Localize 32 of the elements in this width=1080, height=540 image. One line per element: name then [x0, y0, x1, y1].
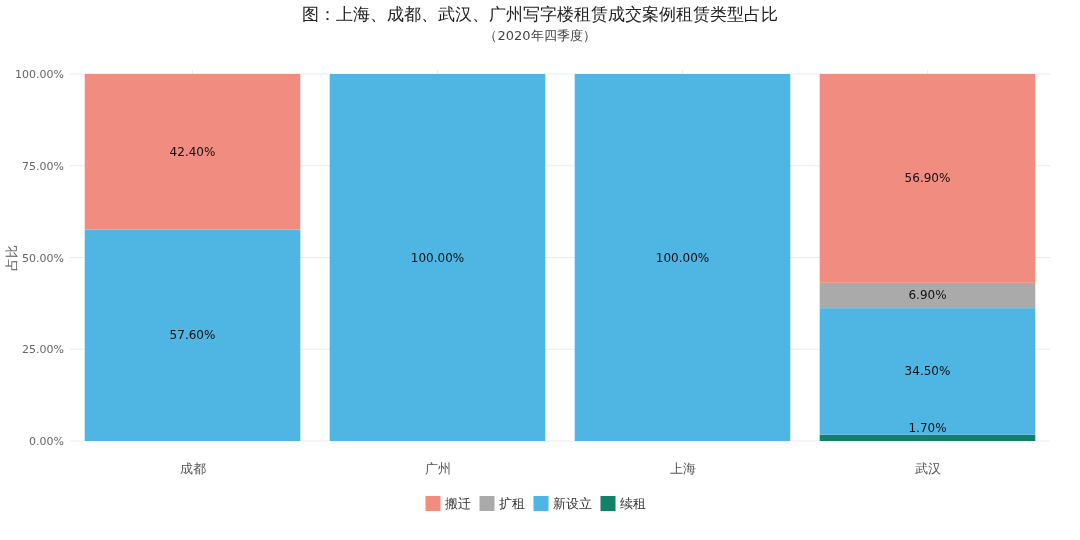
- x-tick-label: 武汉: [914, 461, 941, 476]
- data-label: 100.00%: [410, 250, 465, 265]
- y-tick-label: 0.00%: [29, 435, 64, 448]
- bar: [84, 229, 301, 441]
- bar: [84, 74, 301, 230]
- legend-label: 续租: [619, 496, 646, 511]
- data-label: 56.90%: [904, 171, 951, 186]
- y-axis-title: 占比: [4, 244, 19, 271]
- legend-label: 新设立: [552, 496, 592, 511]
- data-label: 100.00%: [655, 250, 710, 265]
- legend-label: 扩租: [498, 496, 525, 511]
- bar: [819, 282, 1036, 309]
- legend-label: 搬迁: [444, 496, 471, 511]
- x-tick-label: 广州: [424, 461, 451, 476]
- x-tick-label: 上海: [669, 461, 696, 476]
- data-label: 42.40%: [169, 144, 216, 159]
- y-tick-label: 25.00%: [22, 343, 64, 357]
- y-tick-label: 50.00%: [22, 251, 64, 265]
- chart-subtitle: （2020年四季度）: [484, 28, 596, 43]
- chart-title: 图：上海、成都、武汉、广州写字楼租赁成交案例租赁类型占比: [302, 4, 778, 24]
- bar: [329, 74, 546, 441]
- data-label: 57.60%: [169, 328, 216, 343]
- bar: [819, 434, 1036, 441]
- bar: [819, 74, 1036, 283]
- data-label: 1.70%: [908, 420, 947, 435]
- y-tick-label: 100.00%: [15, 68, 64, 81]
- data-label: 34.50%: [904, 364, 951, 379]
- bar: [574, 74, 791, 441]
- bar: [819, 308, 1036, 435]
- y-tick-label: 75.00%: [22, 159, 64, 173]
- data-label: 6.90%: [908, 288, 947, 303]
- x-tick-label: 成都: [179, 461, 206, 476]
